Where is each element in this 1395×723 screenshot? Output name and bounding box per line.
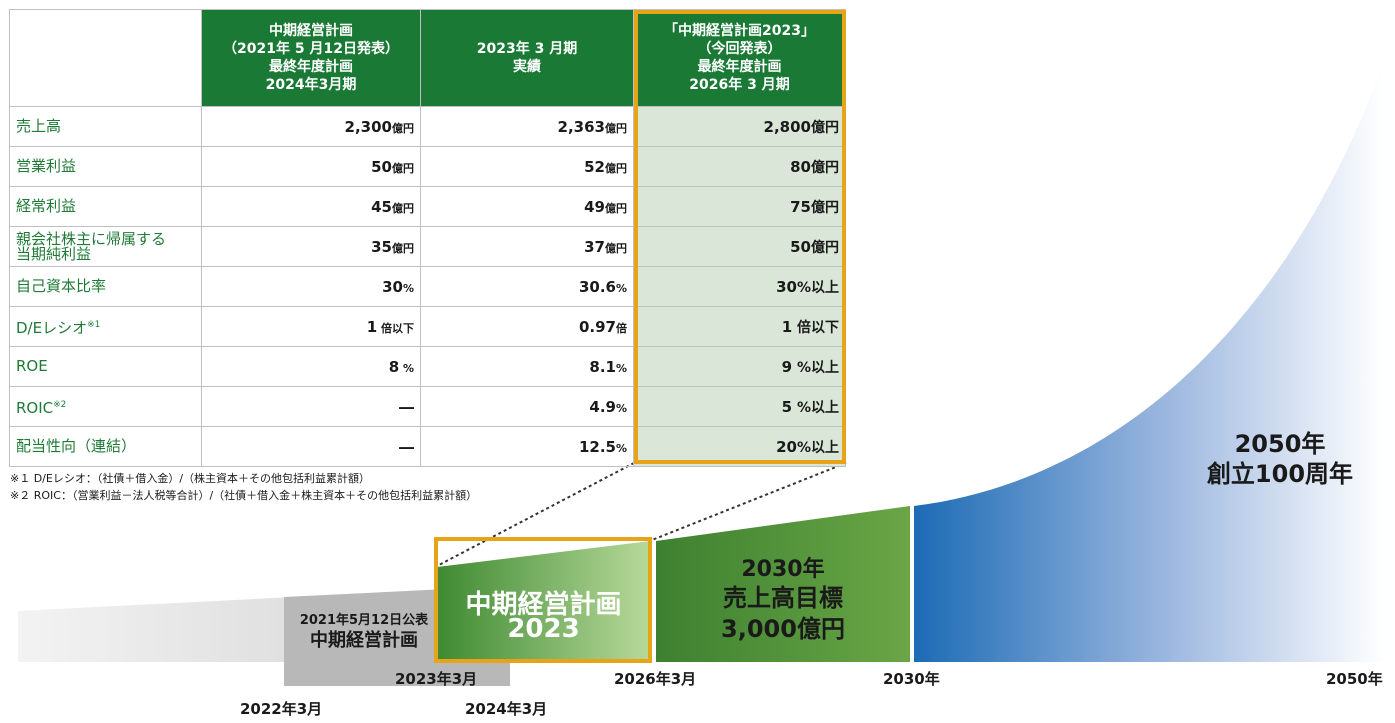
cell-fy2023-actual: 52億円 bbox=[420, 146, 634, 187]
axis-2026-03: 2026年3月 bbox=[614, 670, 697, 688]
table-row: 経常利益 45億円 49億円 75億円 bbox=[9, 186, 846, 227]
anniversary-year: 2050年 bbox=[1234, 430, 1326, 458]
segment-2050 bbox=[914, 62, 1384, 662]
plan-2023-title: 中期経営計画 bbox=[465, 590, 622, 620]
connector-left bbox=[436, 462, 635, 567]
segment-plan-2023 bbox=[437, 541, 650, 660]
connector-right bbox=[651, 462, 847, 541]
cell-fy2023-actual: 12.5% bbox=[420, 426, 634, 467]
table-row: ROIC※2 ― 4.9% 5 %以上 bbox=[9, 386, 846, 427]
row-label: 親会社株主に帰属する 当期純利益 bbox=[9, 226, 202, 267]
header-previous-plan: 中期経営計画 （2021年 5 月12日発表） 最終年度計画 2024年3月期 bbox=[201, 9, 421, 107]
table-row: 親会社株主に帰属する 当期純利益 35億円 37億円 50億円 bbox=[9, 226, 846, 267]
header-corner bbox=[9, 9, 202, 107]
cell-plan-2023: 30%以上 bbox=[633, 266, 846, 307]
table-row: ROE 8 % 8.1% 9 %以上 bbox=[9, 346, 846, 387]
header-plan-2023: 「中期経営計画2023」 （今回発表） 最終年度計画 2026年 3 月期 bbox=[633, 9, 846, 107]
cell-plan-2023: 75億円 bbox=[633, 186, 846, 227]
target-2030-label: 売上高目標 bbox=[723, 584, 843, 612]
cell-fy2023-actual: 37億円 bbox=[420, 226, 634, 267]
cell-fy2023-actual: 49億円 bbox=[420, 186, 634, 227]
cell-plan-2023: 2,800億円 bbox=[633, 106, 846, 147]
cell-previous-plan: 2,300億円 bbox=[201, 106, 421, 147]
row-label: ROIC※2 bbox=[9, 386, 202, 427]
target-2030-value: 3,000億円 bbox=[721, 615, 845, 643]
axis-2022-03: 2022年3月 bbox=[240, 700, 323, 718]
row-label: 売上高 bbox=[9, 106, 202, 147]
header-fy2023-actual: 2023年 3 月期 実績 bbox=[420, 9, 634, 107]
segment-2030-target bbox=[656, 506, 910, 662]
cell-plan-2023: 1 倍以下 bbox=[633, 306, 846, 347]
footnote-2: ※２ ROIC：（営業利益－法人税等合計）/（社債＋借入金＋株主資本＋その他包括… bbox=[10, 489, 478, 502]
table-row: 配当性向（連結） ― 12.5% 20%以上 bbox=[9, 426, 846, 467]
axis-2030: 2030年 bbox=[883, 670, 940, 688]
cell-plan-2023: 50億円 bbox=[633, 226, 846, 267]
cell-previous-plan: 50億円 bbox=[201, 146, 421, 187]
prev-plan-date: 2021年5月12日公表 bbox=[299, 613, 429, 628]
table-row: D/Eレシオ※1 1 倍以下 0.97倍 1 倍以下 bbox=[9, 306, 846, 347]
cell-plan-2023: 9 %以上 bbox=[633, 346, 846, 387]
cell-previous-plan: ― bbox=[201, 386, 421, 427]
kpi-table: 中期経営計画 （2021年 5 月12日発表） 最終年度計画 2024年3月期 … bbox=[9, 9, 846, 467]
cell-plan-2023: 20%以上 bbox=[633, 426, 846, 467]
cell-plan-2023: 80億円 bbox=[633, 146, 846, 187]
table-row: 売上高 2,300億円 2,363億円 2,800億円 bbox=[9, 106, 846, 147]
cell-fy2023-actual: 0.97倍 bbox=[420, 306, 634, 347]
cell-fy2023-actual: 2,363億円 bbox=[420, 106, 634, 147]
prev-plan-title: 中期経営計画 bbox=[310, 630, 418, 651]
axis-2023-03: 2023年3月 bbox=[395, 670, 478, 688]
table-row: 自己資本比率 30% 30.6% 30%以上 bbox=[9, 266, 846, 307]
footnote-1: ※１ D/Eレシオ：（社債＋借入金）/（株主資本＋その他包括利益累計額） bbox=[10, 472, 371, 485]
row-label: 自己資本比率 bbox=[9, 266, 202, 307]
cell-previous-plan: ― bbox=[201, 426, 421, 467]
cell-fy2023-actual: 4.9% bbox=[420, 386, 634, 427]
cell-previous-plan: 8 % bbox=[201, 346, 421, 387]
axis-2024-03: 2024年3月 bbox=[465, 700, 548, 718]
cell-previous-plan: 45億円 bbox=[201, 186, 421, 227]
axis-2050: 2050年 bbox=[1326, 670, 1383, 688]
cell-previous-plan: 1 倍以下 bbox=[201, 306, 421, 347]
table-row: 営業利益 50億円 52億円 80億円 bbox=[9, 146, 846, 187]
plan-2023-year: 2023 bbox=[507, 614, 580, 644]
anniversary-label: 創立100周年 bbox=[1206, 460, 1354, 488]
row-label: ROE bbox=[9, 346, 202, 387]
row-label: 営業利益 bbox=[9, 146, 202, 187]
row-label: 経常利益 bbox=[9, 186, 202, 227]
row-label: 配当性向（連結） bbox=[9, 426, 202, 467]
cell-previous-plan: 35億円 bbox=[201, 226, 421, 267]
cell-fy2023-actual: 8.1% bbox=[420, 346, 634, 387]
cell-plan-2023: 5 %以上 bbox=[633, 386, 846, 427]
row-label: D/Eレシオ※1 bbox=[9, 306, 202, 347]
cell-previous-plan: 30% bbox=[201, 266, 421, 307]
target-2030-year: 2030年 bbox=[741, 557, 825, 582]
cell-fy2023-actual: 30.6% bbox=[420, 266, 634, 307]
